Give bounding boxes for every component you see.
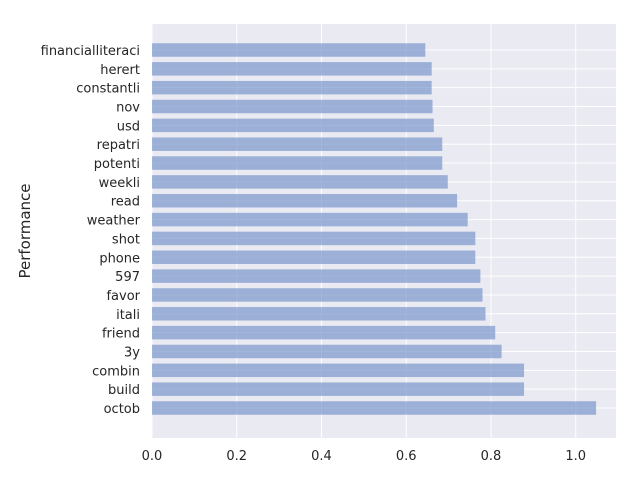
bar-friend <box>152 325 496 340</box>
x-tick-label: 0.4 <box>311 449 332 464</box>
y-tick-label: favor <box>106 289 140 304</box>
bar-phone <box>152 250 476 265</box>
bar-usd <box>152 118 434 133</box>
y-tick-label: nov <box>116 101 140 116</box>
x-tick-labels: 0.0 0.2 0.4 0.6 0.8 1.0 <box>142 449 586 464</box>
y-tick-label: weather <box>87 214 141 229</box>
x-tick-label: 0.0 <box>142 449 163 464</box>
bar-read <box>152 193 458 208</box>
bar-build <box>152 382 525 396</box>
bar-herert <box>152 62 432 76</box>
y-tick-label: 597 <box>115 270 140 285</box>
y-tick-label: potenti <box>94 157 140 172</box>
y-tick-label: constantli <box>76 82 140 97</box>
y-tick-label: build <box>108 383 140 398</box>
bars <box>152 43 597 415</box>
bar-favor <box>152 288 483 302</box>
bar-repatri <box>152 137 443 151</box>
bar-nov <box>152 99 433 114</box>
y-tick-label: combin <box>92 364 140 379</box>
bar-weather <box>152 212 468 227</box>
y-tick-label: herert <box>100 63 140 78</box>
x-tick-label: 0.2 <box>226 449 247 464</box>
y-tick-label: usd <box>117 119 140 134</box>
bar-3y <box>152 344 502 359</box>
y-tick-label: octob <box>104 402 140 417</box>
y-tick-label: phone <box>99 251 140 266</box>
bar-weekli <box>152 175 448 189</box>
x-tick-label: 0.8 <box>481 449 502 464</box>
bar-combin <box>152 363 525 378</box>
bar-shot <box>152 231 476 246</box>
y-tick-label: 3y <box>124 345 140 360</box>
y-tick-label: weekli <box>99 176 140 191</box>
bar-potenti <box>152 156 443 170</box>
x-tick-label: 0.6 <box>396 449 417 464</box>
bar-itali <box>152 307 486 321</box>
y-tick-label: shot <box>112 232 140 247</box>
bar-constantli <box>152 80 432 95</box>
y-tick-labels: financialliteraci herert constantli nov usd r… <box>41 44 141 417</box>
y-tick-label: read <box>111 195 140 210</box>
y-tick-label: friend <box>102 327 140 342</box>
y-tick-label: financialliteraci <box>41 44 140 59</box>
y-tick-label: itali <box>116 308 140 323</box>
y-axis-label: Performance <box>16 183 34 278</box>
bar-financialliteraci <box>152 43 426 57</box>
y-tick-label: repatri <box>97 138 140 153</box>
bar-597 <box>152 269 481 283</box>
bar-octob <box>152 401 597 415</box>
x-tick-label: 1.0 <box>565 449 586 464</box>
